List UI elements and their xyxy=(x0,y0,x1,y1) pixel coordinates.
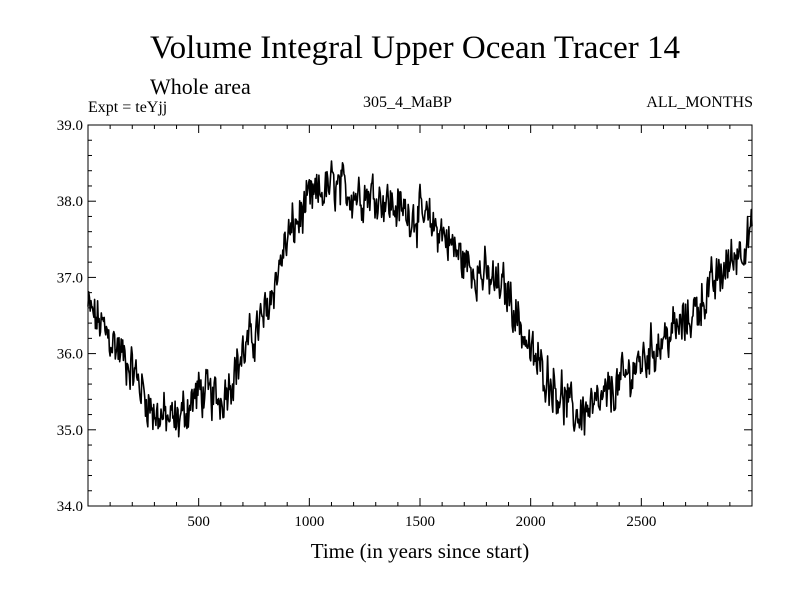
experiment-label: Expt = teYjj xyxy=(88,99,168,116)
x-tick-label: 1000 xyxy=(294,514,324,530)
y-tick-label: 37.0 xyxy=(57,270,83,286)
y-tick-label: 36.0 xyxy=(57,347,83,363)
months-label: ALL_MONTHS xyxy=(646,94,753,111)
y-tick-label: 38.0 xyxy=(57,194,83,210)
x-tick-label: 2000 xyxy=(516,514,546,530)
y-tick-label: 34.0 xyxy=(57,499,83,515)
y-tick-label: 35.0 xyxy=(57,423,83,439)
x-axis-label: Time (in years since start) xyxy=(310,539,530,563)
x-tick-label: 1500 xyxy=(405,514,435,530)
y-tick-label: 39.0 xyxy=(57,118,83,134)
chart-subtitle: Whole area xyxy=(150,74,251,99)
plot-frame xyxy=(87,124,753,507)
run-id-label: 305_4_MaBP xyxy=(363,94,452,111)
axis-ticks xyxy=(88,125,752,506)
series-line xyxy=(87,160,753,438)
chart-title: Volume Integral Upper Ocean Tracer 14 xyxy=(150,30,680,66)
x-tick-label: 2500 xyxy=(626,514,656,530)
tick-labels: 500 1000 1500 2000 2500 34.0 35.0 36.0 37.0 38.0 3… xyxy=(57,118,657,530)
x-tick-label: 500 xyxy=(187,514,210,530)
